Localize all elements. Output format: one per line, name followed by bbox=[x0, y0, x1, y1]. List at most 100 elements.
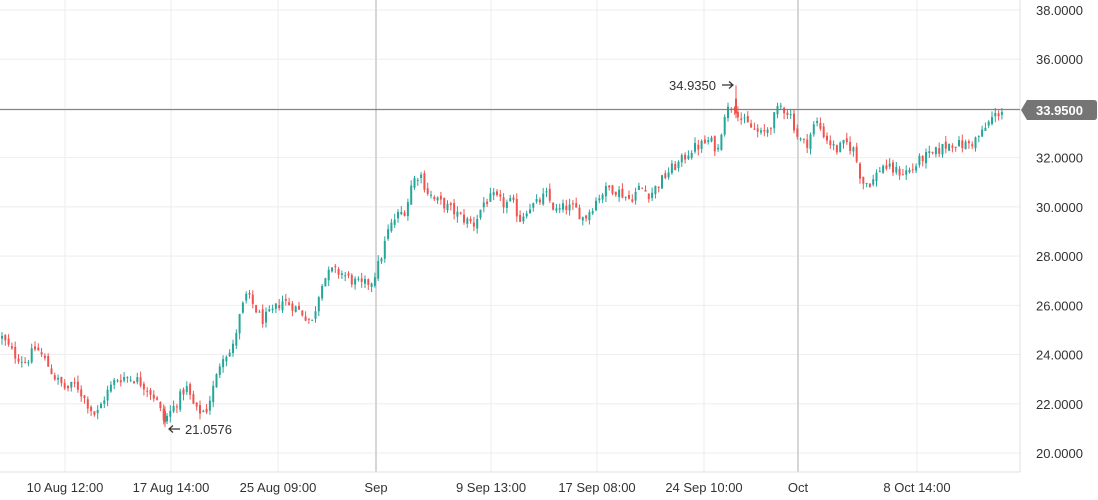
candle-up bbox=[925, 151, 927, 164]
candle-up bbox=[166, 415, 168, 422]
candle-up bbox=[324, 278, 327, 287]
candle-down bbox=[538, 199, 541, 203]
candle-down bbox=[885, 165, 888, 169]
candle-down bbox=[360, 278, 363, 282]
candle-down bbox=[769, 128, 772, 130]
candle-down bbox=[195, 402, 198, 407]
candle-up bbox=[327, 269, 330, 281]
candle-up bbox=[489, 193, 492, 202]
candle-up bbox=[215, 374, 218, 388]
candle-down bbox=[304, 316, 307, 321]
candle-down bbox=[849, 141, 852, 151]
candle-up bbox=[357, 278, 360, 280]
low-candle bbox=[164, 411, 166, 423]
candle-up bbox=[410, 185, 413, 205]
y-tick-label: 24.0000 bbox=[1036, 348, 1083, 363]
candle-down bbox=[931, 152, 934, 154]
y-tick-label: 32.0000 bbox=[1036, 151, 1083, 166]
candle-down bbox=[199, 405, 201, 414]
candle-down bbox=[367, 279, 370, 285]
candle-up bbox=[406, 202, 409, 217]
candle-up bbox=[601, 194, 604, 200]
candle-down bbox=[565, 205, 568, 211]
candle-up bbox=[321, 285, 324, 299]
candle-up bbox=[185, 386, 188, 393]
candle-down bbox=[571, 203, 574, 205]
candle-up bbox=[232, 343, 234, 353]
candle-up bbox=[225, 356, 228, 362]
candle-up bbox=[558, 208, 561, 210]
candle-up bbox=[364, 279, 366, 284]
candle-up bbox=[816, 121, 819, 124]
candle-up bbox=[872, 179, 875, 185]
candle-up bbox=[202, 410, 205, 412]
x-tick-label: 10 Aug 12:00 bbox=[27, 480, 104, 495]
candle-down bbox=[822, 126, 825, 138]
candle-down bbox=[301, 310, 304, 316]
candle-down bbox=[159, 402, 162, 409]
candle-down bbox=[278, 305, 281, 309]
grid-layer bbox=[0, 0, 1021, 473]
candle-down bbox=[806, 139, 809, 148]
candle-up bbox=[397, 211, 399, 219]
candle-up bbox=[100, 403, 102, 409]
candle-up bbox=[476, 218, 479, 229]
candle-up bbox=[809, 134, 812, 150]
candle-down bbox=[4, 335, 7, 341]
candle-up bbox=[670, 163, 673, 174]
candle-down bbox=[515, 199, 518, 217]
candle-up bbox=[172, 405, 175, 412]
candle-up bbox=[581, 217, 584, 221]
candle-up bbox=[400, 211, 403, 215]
candle-up bbox=[245, 293, 248, 301]
candle-up bbox=[314, 311, 317, 319]
candle-down bbox=[845, 138, 848, 143]
candle-up bbox=[634, 191, 637, 201]
candle-up bbox=[420, 174, 423, 179]
candle-down bbox=[433, 197, 436, 200]
candle-down bbox=[63, 383, 66, 389]
candle-up bbox=[218, 366, 221, 375]
candle-down bbox=[631, 199, 634, 202]
candle-down bbox=[334, 266, 337, 268]
candle-down bbox=[608, 185, 611, 188]
candle-up bbox=[265, 311, 267, 323]
candle-up bbox=[169, 410, 172, 417]
candle-up bbox=[70, 381, 73, 388]
candle-down bbox=[93, 411, 96, 415]
candle-up bbox=[618, 189, 621, 198]
candle-down bbox=[819, 123, 822, 129]
candle-up bbox=[687, 155, 690, 159]
y-tick-label: 26.0000 bbox=[1036, 298, 1083, 313]
candle-up bbox=[717, 147, 720, 150]
candle-down bbox=[86, 399, 89, 409]
candle-down bbox=[826, 135, 828, 141]
candle-down bbox=[911, 169, 914, 171]
candle-down bbox=[449, 203, 452, 206]
candle-up bbox=[529, 209, 531, 214]
candle-down bbox=[139, 377, 142, 386]
candle-up bbox=[760, 130, 762, 133]
candle-down bbox=[829, 140, 832, 146]
candle-down bbox=[73, 382, 76, 384]
candle-up bbox=[562, 203, 564, 210]
candle-down bbox=[347, 273, 350, 276]
candle-up bbox=[964, 141, 967, 150]
candle-up bbox=[344, 275, 347, 277]
candle-up bbox=[416, 179, 419, 181]
candle-up bbox=[888, 163, 891, 167]
candle-down bbox=[697, 144, 700, 150]
candle-up bbox=[1000, 111, 1003, 115]
candle-down bbox=[750, 123, 753, 128]
candle-down bbox=[40, 352, 43, 355]
candle-up bbox=[799, 138, 802, 140]
candle-up bbox=[878, 171, 881, 173]
candle-up bbox=[228, 352, 231, 357]
candle-down bbox=[575, 203, 578, 208]
candle-down bbox=[67, 386, 69, 389]
candle-down bbox=[647, 193, 650, 200]
candle-up bbox=[103, 400, 106, 404]
candle-down bbox=[288, 302, 291, 306]
candle-down bbox=[403, 212, 406, 216]
